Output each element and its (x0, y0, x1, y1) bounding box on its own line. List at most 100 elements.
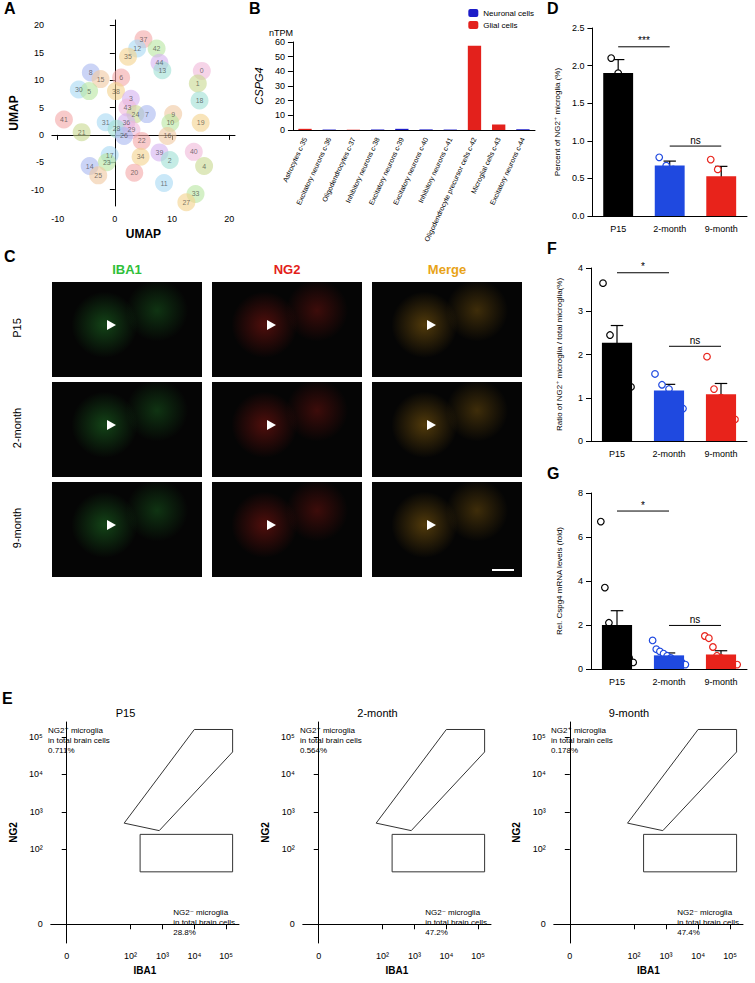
svg-text:2: 2 (168, 157, 172, 164)
svg-text:35: 35 (124, 53, 132, 60)
svg-text:0: 0 (578, 436, 583, 446)
svg-text:60: 60 (275, 37, 285, 47)
svg-text:20: 20 (130, 169, 138, 176)
svg-text:34: 34 (137, 153, 145, 160)
svg-text:10⁴: 10⁴ (29, 769, 43, 779)
svg-text:IBA1: IBA1 (133, 965, 156, 976)
svg-text:18: 18 (196, 97, 204, 104)
svg-text:5: 5 (87, 88, 91, 95)
svg-text:9-month: 9-month (704, 677, 737, 687)
svg-text:0: 0 (200, 67, 204, 74)
svg-text:Glial cells: Glial cells (483, 21, 517, 30)
svg-text:0: 0 (280, 125, 285, 135)
svg-text:47.2%: 47.2% (425, 928, 448, 937)
svg-text:38: 38 (112, 88, 120, 95)
svg-text:6: 6 (119, 74, 123, 81)
svg-text:9-month: 9-month (705, 224, 738, 234)
svg-text:0.178%: 0.178% (551, 746, 578, 755)
svg-text:2.0: 2.0 (572, 61, 585, 71)
svg-text:50: 50 (275, 52, 285, 62)
svg-text:10⁵: 10⁵ (29, 732, 43, 742)
svg-text:10²: 10² (124, 951, 137, 961)
svg-text:NG2⁻ microglia: NG2⁻ microglia (425, 908, 480, 917)
svg-text:2-month: 2-month (652, 677, 685, 687)
svg-text:41: 41 (60, 116, 68, 123)
svg-text:ns: ns (690, 135, 701, 146)
svg-text:0: 0 (541, 919, 546, 929)
svg-text:2: 2 (578, 620, 583, 630)
svg-text:43: 43 (124, 104, 132, 111)
svg-text:0: 0 (39, 130, 44, 140)
svg-text:2-month: 2-month (357, 707, 397, 719)
svg-text:10⁵: 10⁵ (219, 951, 233, 961)
svg-text:NG2: NG2 (8, 822, 19, 843)
svg-text:27: 27 (182, 199, 190, 206)
svg-text:9: 9 (171, 111, 175, 118)
svg-text:in total brain cells: in total brain cells (551, 736, 613, 745)
svg-text:10⁵: 10⁵ (723, 951, 737, 961)
svg-text:10³: 10³ (660, 951, 673, 961)
svg-text:6: 6 (578, 532, 583, 542)
svg-text:26: 26 (120, 132, 128, 139)
svg-text:Percent of NG2⁺ microglia (%): Percent of NG2⁺ microglia (%) (553, 68, 562, 177)
svg-text:10³: 10³ (408, 951, 421, 961)
svg-text:1: 1 (578, 393, 583, 403)
svg-text:44: 44 (156, 59, 164, 66)
svg-text:20: 20 (224, 214, 234, 224)
svg-text:28.8%: 28.8% (173, 928, 196, 937)
svg-text:ns: ns (690, 614, 701, 625)
svg-text:10: 10 (166, 119, 174, 126)
svg-text:23: 23 (103, 159, 111, 166)
svg-text:9-month: 9-month (704, 449, 737, 459)
svg-text:*: * (641, 500, 645, 511)
svg-text:15: 15 (97, 76, 105, 83)
svg-text:P15: P15 (116, 707, 136, 719)
svg-text:NG2⁺ microglia: NG2⁺ microglia (300, 726, 355, 735)
svg-text:P15: P15 (609, 677, 625, 687)
svg-text:20: 20 (34, 20, 44, 30)
svg-text:19: 19 (197, 119, 205, 126)
svg-text:10: 10 (34, 75, 44, 85)
svg-text:24: 24 (132, 111, 140, 118)
svg-text:in total brain cells: in total brain cells (425, 918, 487, 927)
svg-text:12: 12 (133, 45, 141, 52)
svg-text:*: * (641, 261, 645, 272)
svg-text:in total brain cells: in total brain cells (48, 736, 110, 745)
svg-text:Excitatory neurons c-44: Excitatory neurons c-44 (489, 136, 527, 206)
svg-text:1.5: 1.5 (572, 98, 585, 108)
svg-text:IBA1: IBA1 (637, 965, 660, 976)
svg-text:in total brain cells: in total brain cells (677, 918, 739, 927)
svg-text:Neuronal cells: Neuronal cells (483, 9, 534, 18)
svg-text:nTPM: nTPM (269, 28, 293, 38)
svg-text:29: 29 (128, 126, 136, 133)
svg-text:NG2⁺ microglia: NG2⁺ microglia (48, 726, 103, 735)
svg-text:8: 8 (89, 69, 93, 76)
svg-text:30: 30 (75, 86, 83, 93)
svg-text:31: 31 (102, 119, 110, 126)
svg-text:10³: 10³ (156, 951, 169, 961)
svg-text:22: 22 (138, 137, 146, 144)
svg-text:10⁵: 10⁵ (471, 951, 485, 961)
svg-text:P15: P15 (610, 224, 626, 234)
svg-text:-10: -10 (51, 214, 64, 224)
svg-text:in total brain cells: in total brain cells (300, 736, 362, 745)
svg-text:2: 2 (578, 350, 583, 360)
svg-text:4: 4 (578, 576, 583, 586)
svg-text:3: 3 (578, 306, 583, 316)
svg-text:Rel. Cspg4 mRNA levels (fold): Rel. Cspg4 mRNA levels (fold) (555, 527, 564, 635)
svg-text:NG2⁻ microglia: NG2⁻ microglia (173, 908, 228, 917)
svg-text:Ratio of NG2⁺ microglia / tota: Ratio of NG2⁺ microglia / total microgli… (555, 278, 564, 431)
svg-text:10²: 10² (282, 844, 295, 854)
svg-text:NG2: NG2 (260, 822, 271, 843)
svg-text:10⁴: 10⁴ (532, 769, 546, 779)
svg-text:0.564%: 0.564% (300, 746, 327, 755)
svg-text:10²: 10² (30, 844, 43, 854)
svg-text:10: 10 (167, 214, 177, 224)
svg-text:40: 40 (190, 148, 198, 155)
svg-text:UMAP: UMAP (126, 227, 161, 241)
svg-text:NG2: NG2 (511, 822, 522, 843)
svg-text:P15: P15 (609, 449, 625, 459)
svg-text:ns: ns (690, 335, 701, 346)
svg-text:2-month: 2-month (652, 449, 685, 459)
svg-text:0: 0 (578, 664, 583, 674)
